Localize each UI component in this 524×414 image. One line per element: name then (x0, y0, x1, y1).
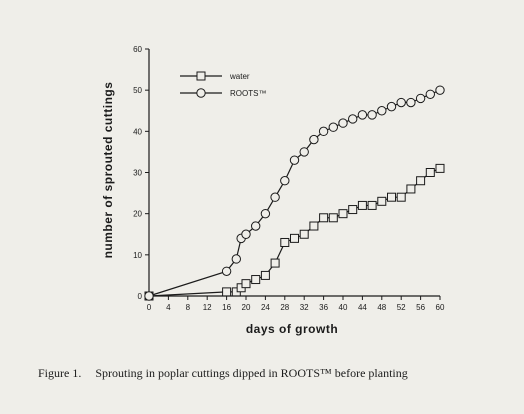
x-tick-label: 40 (339, 303, 348, 312)
data-point (367, 110, 377, 120)
figure-number: Figure 1. (38, 366, 82, 380)
data-point (270, 258, 280, 268)
series-layer (144, 85, 445, 301)
data-point (319, 213, 329, 223)
legend-label: ROOTS™ (230, 89, 266, 98)
data-point (386, 101, 397, 112)
data-point (396, 97, 406, 108)
data-point (290, 233, 299, 243)
data-point (280, 176, 290, 186)
data-point (309, 221, 319, 231)
y-tick-label: 20 (133, 210, 142, 219)
data-point (377, 196, 387, 206)
y-axis-title: number of sprouted cuttings (101, 82, 115, 259)
data-point (270, 192, 280, 202)
data-point (348, 114, 358, 124)
series-line (148, 167, 441, 297)
data-point (396, 192, 406, 202)
data-point (357, 200, 367, 210)
data-point (299, 229, 309, 239)
data-point (367, 200, 377, 210)
figure-caption: Figure 1. Sprouting in poplar cuttings di… (38, 366, 408, 381)
data-point (260, 270, 270, 280)
x-tick-label: 32 (300, 303, 309, 312)
data-point (280, 237, 290, 247)
legend-marker-square (196, 71, 206, 81)
data-point (377, 106, 387, 116)
data-point (415, 93, 426, 104)
series-roots (144, 85, 445, 301)
data-point (241, 279, 251, 289)
y-tick-label: 10 (133, 251, 142, 260)
data-point (309, 134, 319, 145)
legend-label: water (229, 72, 250, 81)
x-tick-label: 0 (147, 303, 152, 312)
data-point (260, 208, 271, 219)
x-tick-label: 8 (186, 303, 191, 312)
x-tick-label: 24 (261, 303, 270, 312)
series-line (148, 89, 441, 297)
data-point (425, 89, 435, 99)
data-point (318, 126, 329, 137)
data-point (241, 229, 251, 239)
data-point (435, 85, 445, 95)
data-point (144, 291, 154, 301)
y-tick-label: 0 (138, 292, 143, 301)
data-point (231, 254, 242, 264)
x-tick-label: 60 (436, 303, 445, 312)
data-point (406, 184, 416, 194)
data-point (328, 213, 338, 223)
y-tick-label: 40 (133, 127, 142, 136)
x-tick-label: 36 (319, 303, 328, 312)
y-tick-label: 30 (133, 169, 142, 178)
data-point (251, 275, 261, 285)
data-point (299, 147, 309, 157)
data-point (387, 192, 396, 202)
x-tick-label: 56 (416, 303, 425, 312)
data-point (222, 287, 232, 297)
x-tick-label: 16 (222, 303, 231, 312)
legend: water ROOTS™ (180, 71, 266, 98)
data-point (416, 176, 426, 186)
data-point (406, 97, 416, 108)
x-axis-title: days of growth (246, 322, 338, 336)
data-point (289, 155, 300, 165)
legend-marker-circle (196, 88, 206, 98)
x-tick-label: 20 (242, 303, 251, 312)
axes: 0 4 8 12 16 20 24 28 32 36 40 44 48 52 56 6001020304050… (133, 45, 445, 312)
x-tick-label: 28 (280, 303, 289, 312)
x-tick-label: 48 (377, 303, 386, 312)
series-water (144, 163, 445, 301)
data-point (338, 118, 348, 128)
data-point (425, 168, 435, 177)
caption-text: Sprouting in poplar cuttings dipped in R… (95, 366, 408, 380)
data-point (328, 122, 338, 132)
x-tick-label: 44 (358, 303, 367, 312)
data-point (357, 110, 368, 120)
data-point (435, 163, 445, 173)
data-point (338, 209, 348, 219)
y-tick-label: 50 (133, 86, 142, 95)
x-tick-label: 4 (166, 303, 171, 312)
data-point (221, 266, 232, 276)
y-tick-label: 60 (133, 45, 142, 54)
data-point (348, 205, 358, 215)
x-tick-label: 52 (397, 303, 406, 312)
data-point (251, 221, 261, 231)
x-tick-label: 12 (203, 303, 212, 312)
